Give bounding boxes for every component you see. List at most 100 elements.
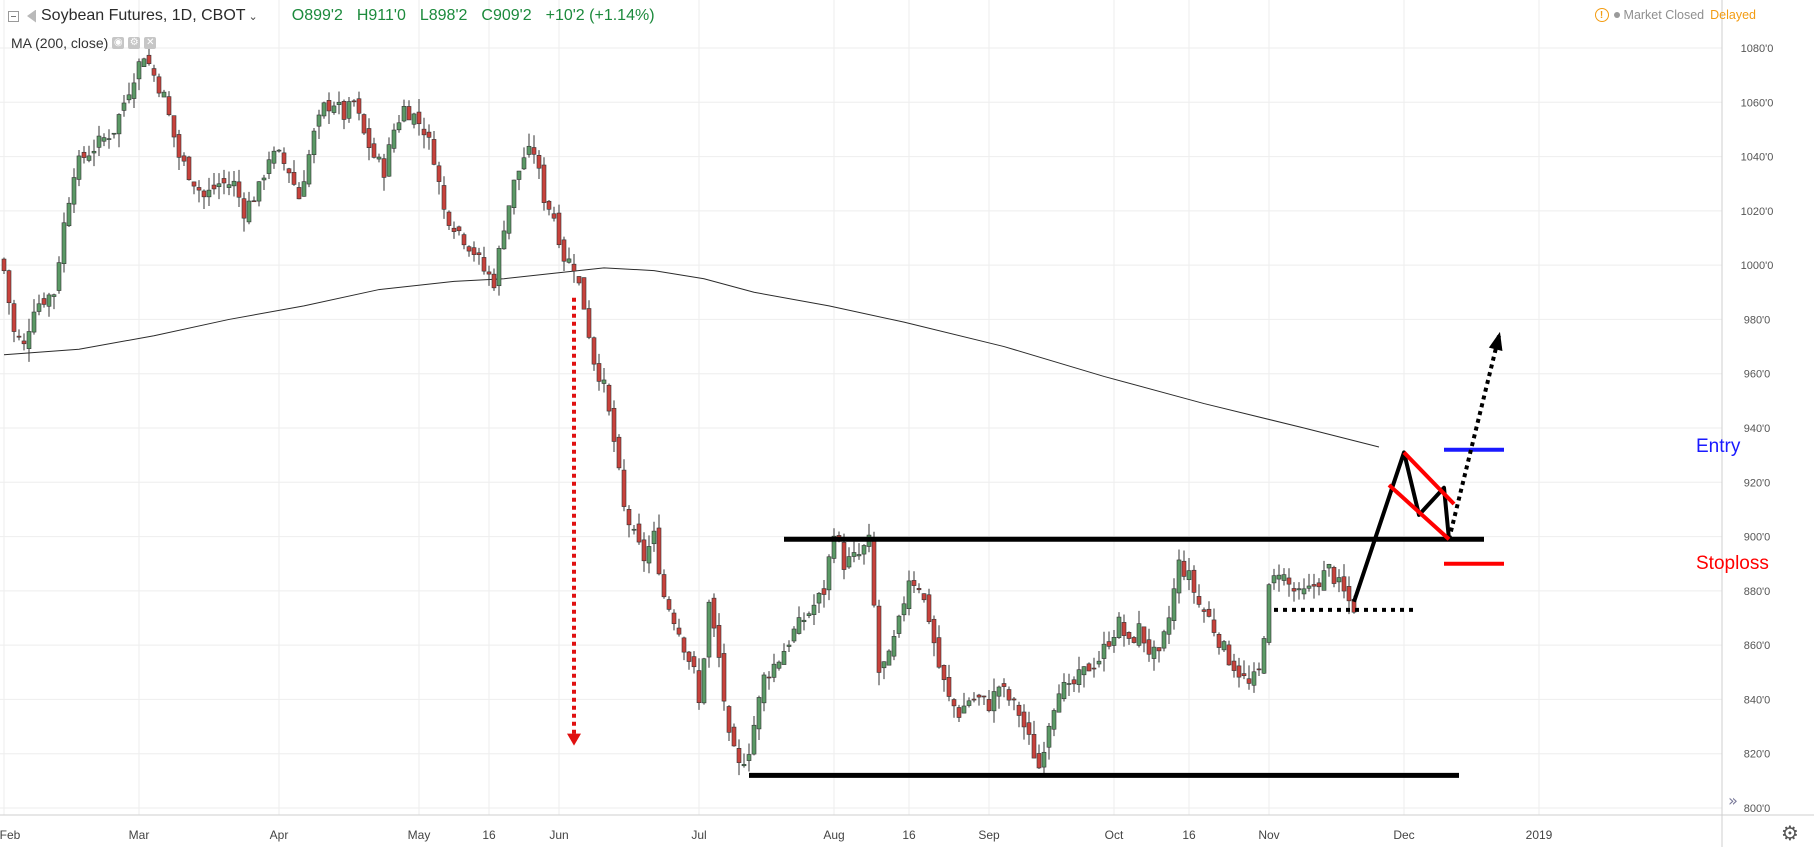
candle-body [626, 509, 632, 526]
candle [641, 532, 647, 572]
candle [711, 593, 717, 638]
candle-body [451, 227, 457, 232]
candle [616, 434, 622, 471]
price-tick-label: 880'0 [1744, 586, 1771, 598]
delayed-label[interactable]: Delayed [1710, 8, 1756, 22]
candle-body [616, 436, 622, 469]
candle [46, 292, 52, 317]
candle [1121, 614, 1127, 647]
candle-body [1256, 668, 1262, 671]
eye-icon[interactable]: ◉ [112, 37, 125, 49]
candle [381, 153, 387, 191]
candle [591, 336, 597, 371]
candle [1, 257, 7, 275]
candle [1346, 576, 1352, 615]
candle-body [506, 205, 512, 234]
candle-body [986, 699, 992, 712]
candle [1156, 647, 1162, 663]
candle [311, 127, 317, 164]
price-tick-label: 1080'0 [1741, 43, 1774, 55]
candle [821, 579, 827, 608]
candle-body [561, 239, 567, 262]
candle [16, 329, 22, 341]
candle [531, 135, 537, 164]
candle-body [786, 644, 792, 647]
flag-lower-line [1387, 483, 1451, 541]
candle-body [426, 131, 432, 138]
candle-body [226, 184, 232, 188]
candle-body [1056, 693, 1062, 713]
candle [741, 753, 747, 768]
candle-body [1021, 711, 1027, 728]
candle [486, 265, 492, 286]
candle [36, 294, 42, 316]
candle-body [121, 102, 127, 111]
candle [851, 541, 857, 563]
indicator-label[interactable]: MA (200, close) [11, 35, 109, 51]
candle-body [881, 661, 887, 669]
chevron-down-icon[interactable]: ⌄ [248, 10, 258, 23]
candle [1286, 568, 1292, 597]
candle [56, 256, 62, 294]
settings-gear-icon[interactable]: ⚙ [1781, 821, 1799, 845]
candle [321, 101, 327, 119]
candle [476, 247, 482, 265]
candle [191, 181, 197, 195]
candle [351, 99, 357, 107]
candle-body [756, 697, 762, 730]
candle-body [1326, 564, 1332, 569]
candle-body [261, 177, 267, 181]
candle [116, 113, 122, 148]
candle [766, 671, 772, 690]
candle [1171, 578, 1177, 630]
time-tick-label: Nov [1258, 828, 1279, 842]
close-icon[interactable]: ✕ [144, 37, 157, 49]
candle [1096, 651, 1102, 668]
candle [356, 91, 362, 121]
settings-icon[interactable]: ⚙ [128, 37, 141, 49]
candle-body [456, 226, 462, 232]
candle-body [166, 96, 172, 116]
candle-body [1316, 582, 1322, 588]
candle-body [321, 102, 327, 117]
candle-body [181, 155, 187, 162]
candle-body [886, 650, 892, 666]
candle [941, 664, 947, 692]
candle [21, 333, 27, 351]
candle [556, 204, 562, 249]
candle-body [346, 101, 352, 119]
candle-body [891, 636, 897, 657]
candle [1026, 711, 1032, 745]
candle [1236, 657, 1242, 688]
candle-body [1126, 632, 1132, 639]
candle-body [96, 135, 102, 148]
candle-body [441, 185, 447, 210]
time-tick-label: Oct [1105, 828, 1124, 842]
candle-body [806, 613, 812, 616]
candle-body [716, 625, 722, 658]
collapse-icon[interactable] [8, 10, 19, 22]
candle [871, 531, 877, 608]
candle [896, 614, 902, 638]
candle [596, 353, 602, 391]
candle [506, 205, 512, 240]
symbol-title[interactable]: Soybean Futures, 1D, CBOT [41, 7, 246, 24]
candle-body [931, 618, 937, 644]
candle [426, 124, 432, 150]
candle-body [871, 537, 877, 606]
warning-icon[interactable]: ! [1594, 8, 1609, 22]
candle-body [1331, 567, 1337, 584]
candle-body [416, 111, 422, 125]
candle [536, 150, 542, 179]
scroll-to-end-icon[interactable]: » [1728, 791, 1738, 810]
candle [276, 148, 282, 153]
candle [241, 192, 247, 232]
candle [211, 173, 217, 195]
flag-icon[interactable] [27, 9, 36, 23]
time-tick-label: May [408, 828, 431, 842]
candle [681, 636, 687, 661]
candle-body [941, 665, 947, 681]
time-tick-label: 16 [902, 828, 916, 842]
market-status: ! Market Closed Delayed [1594, 8, 1756, 22]
